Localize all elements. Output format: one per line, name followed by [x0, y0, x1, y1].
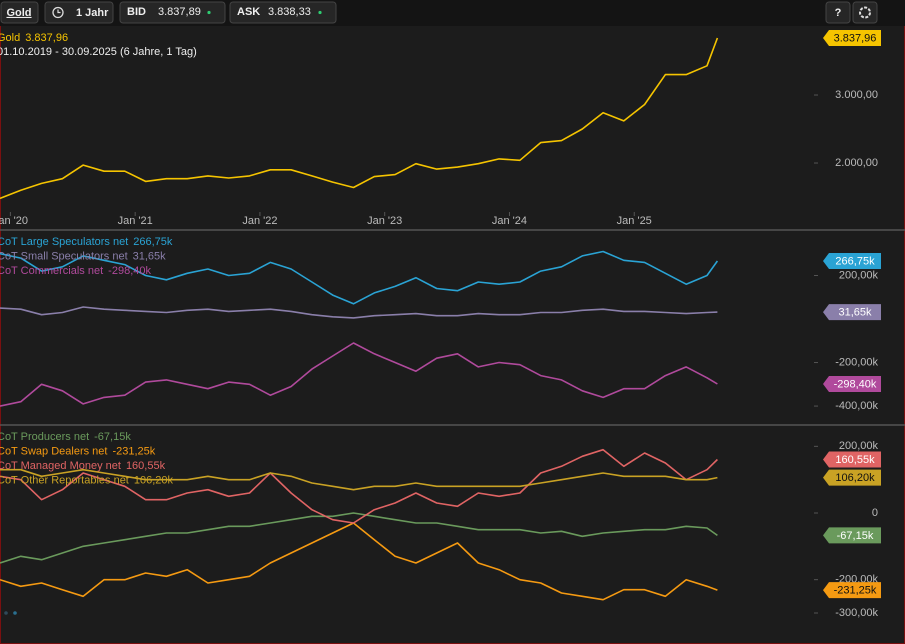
help-button[interactable]: [825, 1, 851, 24]
x-tick-label: Jan '21: [118, 215, 153, 227]
y-tick-label: 200,00k: [839, 269, 879, 281]
series-line: [0, 37, 719, 200]
badge-label: -67,15k: [837, 530, 874, 542]
series-line: [0, 512, 718, 564]
bid-box: [119, 1, 226, 24]
series-line: [0, 468, 718, 491]
symbol-button[interactable]: [0, 1, 39, 24]
price-badge: [823, 469, 881, 486]
x-tick-label: Jan '23: [367, 215, 402, 227]
legend-value: 160,55k: [126, 460, 166, 472]
y-tick-label: -200,00k: [835, 356, 878, 368]
badge-label: -298,40k: [834, 378, 877, 390]
price-badge: [823, 451, 881, 468]
period[interactable]: 1 Jahr: [76, 7, 109, 19]
panels: 2.000,00 3.000,00 Jan '20 Jan '21 Jan '22 Jan…: [0, 30, 905, 619]
plot: [0, 448, 718, 601]
y-tick-label: 0: [872, 507, 878, 519]
series-line: [0, 448, 718, 524]
x-tick-label: Jan '22: [242, 215, 277, 227]
settings-icon[interactable]: [859, 6, 871, 19]
bid-price: 3.837,89: [158, 6, 201, 18]
x-tick-label: Jan '20: [0, 215, 28, 227]
series-line: [0, 250, 719, 305]
nav-dot[interactable]: [4, 611, 8, 615]
y-tick-label: 2.000,00: [835, 157, 878, 169]
clock-hands: [57, 9, 61, 14]
badge-label: 3.837,96: [834, 32, 877, 44]
period-button[interactable]: [44, 1, 114, 24]
chart-subtitle: 01.10.2019 - 30.09.2025 (6 Jahre, 1 Tag): [0, 46, 197, 58]
price-badge: [823, 30, 881, 47]
legend-value: -298,40k: [108, 265, 151, 277]
y-tick-label: -400,00k: [835, 400, 878, 412]
settings-button[interactable]: [852, 1, 878, 24]
legend-name: Gold: [0, 32, 20, 44]
symbol[interactable]: Gold: [6, 7, 31, 19]
ask-price: 3.838,33: [268, 6, 311, 18]
x-tick-label: Jan '24: [492, 215, 527, 227]
price-badge: [823, 582, 881, 599]
series-line: [0, 342, 718, 407]
y-tick-label: 3.000,00: [835, 89, 878, 101]
legend-name: CoT Commercials net: [0, 265, 103, 277]
ask-label: ASK: [237, 6, 260, 18]
y-tick-label: -300,00k: [835, 607, 878, 619]
legend-name: CoT Managed Money net: [0, 460, 121, 472]
price-badge: [823, 375, 881, 392]
plot: [0, 37, 719, 200]
price-badge: [823, 304, 881, 321]
legend-name: CoT Other Reportables net: [0, 474, 129, 486]
legend-value: 31,65k: [133, 250, 167, 262]
plot: [0, 250, 719, 407]
series-line: [0, 522, 718, 601]
badge-label: 106,20k: [835, 472, 875, 484]
legend-name: CoT Large Speculators net: [0, 236, 128, 248]
x-tick-label: Jan '25: [617, 215, 652, 227]
legend-name: CoT Small Speculators net: [0, 250, 128, 262]
ask-box: [229, 1, 337, 24]
bid-indicator: [207, 10, 211, 15]
badge-label: -231,25k: [834, 584, 877, 596]
legend-value: 266,75k: [133, 236, 173, 248]
badge-label: 31,65k: [838, 307, 872, 319]
legend-name: CoT Swap Dealers net: [0, 445, 107, 457]
nav-dot[interactable]: [13, 611, 17, 615]
series-line: [0, 306, 718, 319]
ask-indicator: [318, 10, 322, 15]
bid-label: BID: [127, 6, 146, 18]
price-badge: [823, 252, 881, 269]
y-tick-label: 200,00k: [839, 440, 879, 452]
price-badge: [823, 527, 881, 544]
legend-value: -231,25k: [112, 445, 155, 457]
badge-label: 266,75k: [835, 255, 875, 267]
badge-label: 160,55k: [835, 454, 875, 466]
clock-icon: [52, 6, 64, 19]
legend-name: CoT Producers net: [0, 431, 89, 443]
help[interactable]: ?: [835, 7, 842, 19]
legend-value: 106,20k: [134, 474, 174, 486]
legend-value: 3.837,96: [25, 32, 68, 44]
legend-value: -67,15k: [94, 431, 131, 443]
